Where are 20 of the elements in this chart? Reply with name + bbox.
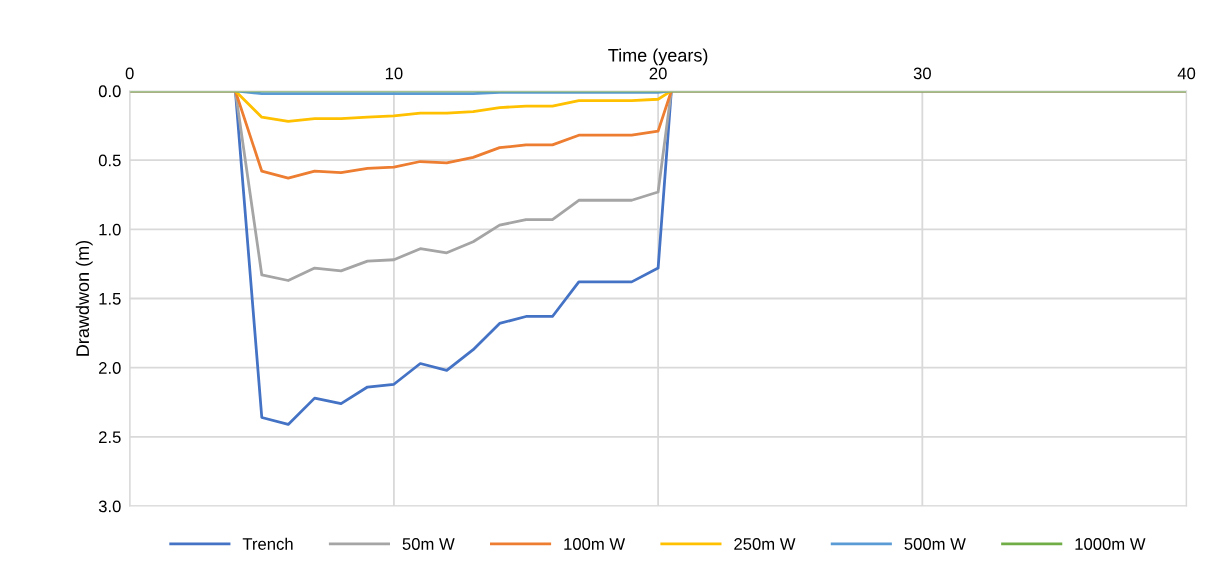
- legend-label: Trench: [242, 537, 293, 550]
- y-axis-title: Drawdwon (m): [75, 240, 93, 356]
- x-tick-label: 0: [125, 67, 134, 80]
- y-tick-label: 2.5: [99, 431, 121, 444]
- y-tick-label: 0.0: [98, 85, 121, 98]
- x-tick-label: 40: [1177, 67, 1196, 80]
- legend-label: 50m W: [402, 538, 455, 550]
- legend-label: 100m W: [564, 538, 626, 550]
- y-tick-label: 1.5: [99, 293, 121, 305]
- legend-label: 500m W: [904, 538, 966, 550]
- legend-label: 250m W: [734, 538, 796, 550]
- x-tick-label: 20: [649, 67, 667, 80]
- y-tick-label: 1.0: [99, 223, 121, 236]
- y-tick-label: 0.5: [98, 154, 121, 167]
- y-tick-label: 3.0: [98, 500, 121, 513]
- x-tick-label: 30: [913, 67, 931, 80]
- legend-label: 1000m W: [1075, 538, 1146, 550]
- y-tick-label: 2.0: [99, 362, 121, 374]
- x-axis-title: Time (years): [608, 48, 708, 66]
- x-tick-label: 10: [385, 67, 403, 80]
